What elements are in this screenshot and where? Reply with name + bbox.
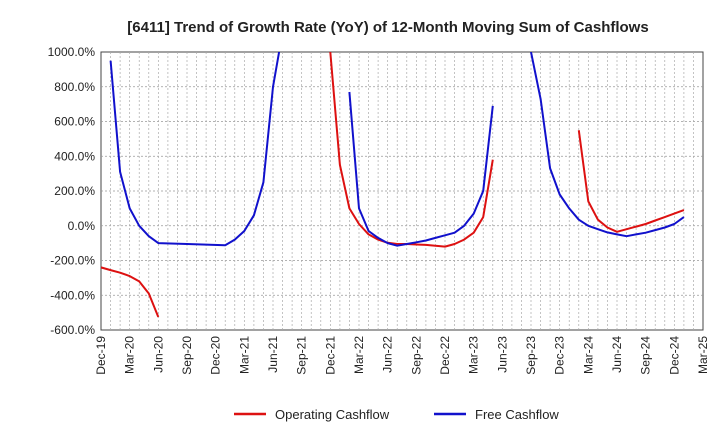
x-tick-label: Sep-24 — [639, 336, 653, 375]
series-line — [329, 52, 494, 248]
series-free-cashflow — [109, 52, 685, 247]
y-tick-label: 400.0% — [54, 149, 95, 163]
x-tick-label: Mar-22 — [352, 336, 366, 374]
x-tick-label: Dec-20 — [209, 336, 223, 375]
x-tick-label: Mar-20 — [123, 336, 137, 374]
series-line — [577, 130, 685, 233]
x-tick-label: Jun-22 — [381, 336, 395, 373]
series-line — [348, 91, 494, 247]
chart-title: [6411] Trend of Growth Rate (YoY) of 12-… — [127, 19, 648, 36]
y-axis: 1000.0% 800.0% 600.0% 400.0% 200.0% 0.0% -200.… — [48, 45, 96, 337]
x-tick-label: Sep-21 — [295, 336, 309, 375]
y-tick-label: -600.0% — [50, 323, 95, 337]
series-layer — [101, 52, 685, 318]
x-tick-label: Dec-19 — [94, 336, 108, 375]
series-line — [101, 266, 160, 318]
y-tick-label: -400.0% — [50, 288, 95, 302]
y-tick-label: 600.0% — [54, 115, 95, 129]
x-tick-label: Mar-23 — [467, 336, 481, 374]
x-tick-label: Mar-25 — [696, 336, 710, 374]
x-tick-label: Sep-22 — [409, 336, 423, 375]
series-operating-cashflow — [101, 52, 685, 318]
legend-label: Free Cashflow — [475, 407, 559, 422]
x-tick-label: Dec-22 — [438, 336, 452, 375]
series-line — [530, 52, 685, 238]
legend-label: Operating Cashflow — [275, 407, 390, 422]
x-tick-label: Sep-20 — [180, 336, 194, 375]
x-tick-label: Jun-24 — [610, 336, 624, 373]
y-tick-label: -200.0% — [50, 254, 95, 268]
legend: Operating Cashflow Free Cashflow — [234, 407, 559, 422]
x-tick-label: Jun-21 — [266, 336, 280, 373]
y-tick-label: 200.0% — [54, 184, 95, 198]
x-tick-label: Jun-20 — [151, 336, 165, 373]
x-tick-label: Mar-24 — [581, 336, 595, 374]
series-line — [109, 52, 281, 247]
y-tick-label: 800.0% — [54, 80, 95, 94]
y-tick-label: 0.0% — [68, 219, 96, 233]
x-tick-label: Dec-24 — [667, 336, 681, 375]
x-tick-label: Mar-21 — [237, 336, 251, 374]
x-tick-label: Sep-23 — [524, 336, 538, 375]
x-tick-label: Jun-23 — [495, 336, 509, 373]
y-tick-label: 1000.0% — [48, 45, 96, 59]
x-tick-label: Dec-21 — [323, 336, 337, 375]
x-tick-label: Dec-23 — [553, 336, 567, 375]
x-axis: Dec-19 Mar-20 Jun-20 Sep-20 Dec-20 Mar-21 Jun-… — [94, 336, 710, 375]
grid-lines — [101, 52, 703, 330]
